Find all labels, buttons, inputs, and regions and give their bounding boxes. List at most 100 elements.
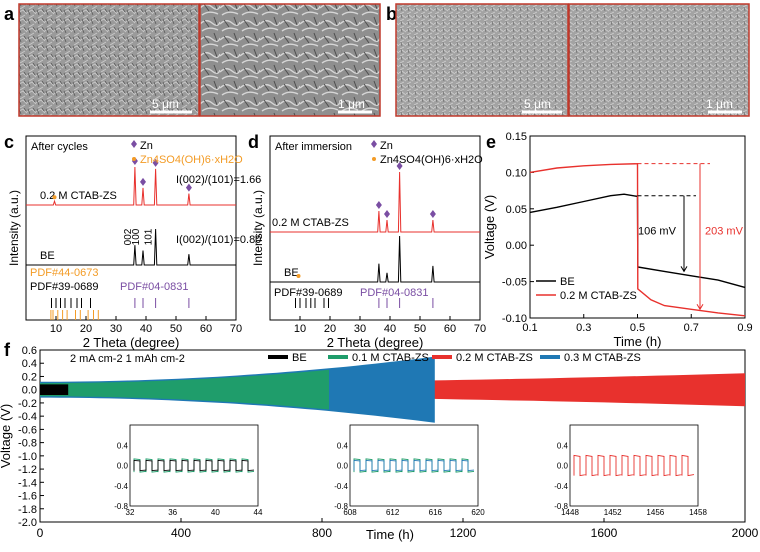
inset: -0.8 -0.4 0.0 0.4 608 612 616 620 [334,424,485,517]
series-band [40,369,329,410]
zn-marker [429,210,436,218]
scale-label-a-left: 5 μm [152,97,179,111]
inset-y-tick-label: 0.0 [117,462,129,471]
plot-frame [269,135,481,321]
series-line [26,166,236,206]
zn-marker [152,158,159,167]
inset-y-tick-label: -0.4 [114,482,128,491]
y-tick-label: -1.4 [18,477,37,489]
x-tick-label: 0.9 [737,322,752,334]
x-axis-label: Time (h) [366,527,414,542]
ratio-label: I(002)/(101)=0.80 [176,234,261,246]
legend-label: 0.1 M CTAB-ZS [352,352,429,364]
panel-a: a 5 μm 1 μm [4,3,381,117]
y-tick-label: 0.6 [22,345,37,357]
legend-label: 0.2 M CTAB-ZS [456,352,533,364]
inset-x-tick-label: 36 [168,508,177,517]
inset-series-line [353,459,475,472]
x-tick-label: 60 [200,323,212,335]
y-tick-label: -0.05 [502,277,527,289]
y-tick-label: -1.0 [18,451,37,463]
y-tick-label: -1.2 [18,464,37,476]
reference-name: PDF#44-0673 [30,267,99,279]
x-axis-label: Time (h) [614,334,662,349]
zsh-marker [296,274,301,278]
scale-label-a-right: 1 μm [338,97,365,111]
x-tick-label: 70 [474,323,486,335]
y-tick-label: -0.8 [18,438,37,450]
y-tick-label: -0.4 [18,411,37,423]
x-tick-label: 60 [444,323,456,335]
x-tick-label: 50 [170,323,182,335]
zn-marker [396,162,403,170]
reference-name: PDF#39-0689 [30,281,99,293]
y-tick-label: 0.05 [506,204,527,216]
legend-zsh-marker [372,157,376,161]
inset: -0.8 -0.4 0.0 0.4 1448 1452 1456 1458 [554,424,707,517]
x-tick-label: 10 [50,323,62,335]
panel-e: e 0.1 0.3 0.5 0.7 0.9-0.10-0.050.000.050.100… [482,131,753,349]
inset-y-tick-label: -0.4 [334,482,348,491]
inset-x-tick-label: 44 [254,508,263,517]
peak-label: 002 [123,228,134,245]
plot-frame [39,349,746,523]
legend-label: 0.3 M CTAB-ZS [564,352,641,364]
series-line [26,228,236,266]
annotation-203: 203 mV [705,225,744,237]
zn-marker [384,210,390,218]
inset-x-tick-label: 1458 [689,508,707,517]
sem-image-b-right [568,3,750,117]
x-tick-label: 70 [230,323,242,335]
inset-y-tick-label: 0.0 [557,462,569,471]
series-line [270,171,480,233]
inset-x-tick-label: 608 [343,508,357,517]
inset-y-tick-label: 0.4 [337,441,349,450]
xrd-chart-after-immersion: 10 20 30 40 50 60 70 2 Theta (degree) Intensity … [251,135,486,350]
panel-b: b 5 μm 1 μm [386,3,750,117]
inset-x-tick-label: 1452 [604,508,622,517]
x-tick-label: 2000 [732,526,759,540]
inset-x-tick-label: 32 [126,508,135,517]
inset-series-line [573,454,695,477]
y-tick-label: -2.0 [18,517,37,529]
plot-frame [25,135,237,321]
xrd-chart-after-cycles: 10 20 30 40 50 60 70 2 Theta (degree) Intensity … [7,135,261,350]
y-axis-label: Intensity (a.u.) [7,190,21,266]
x-tick-label: 0.3 [576,322,591,334]
y-tick-label: 0.15 [506,131,527,143]
x-tick-label: 400 [171,526,191,540]
annotation: After immersion [275,141,352,153]
sem-image-a-left [18,3,200,117]
y-tick-label: 0.00 [506,240,527,252]
scale-label-b-right: 1 μm [706,97,733,111]
zn-marker [375,201,382,209]
panel-label-b: b [386,4,397,24]
legend-label: BE [560,276,575,288]
y-tick-label: -1.6 [18,491,37,503]
series-name: 0.2 M CTAB-ZS [40,190,117,202]
inset-y-tick-label: -0.8 [334,502,348,511]
inset-y-tick-label: -0.4 [554,482,568,491]
arrow-head [680,266,688,273]
series-line [529,162,746,317]
x-axis-label: 2 Theta (degree) [327,335,424,350]
zsh-marker [52,195,57,200]
panel-c: c 10 20 30 40 50 60 70 2 Theta (degree) Intensit… [4,132,261,350]
inset-y-tick-label: -0.8 [554,502,568,511]
x-tick-label: 0.7 [684,322,699,334]
legend-zsh-label: Zn4SO4(OH)6·xH2O [140,154,243,166]
y-tick-label: 0.4 [22,358,37,370]
inset-y-tick-label: -0.8 [114,502,128,511]
annotation-106: 106 mV [638,225,677,237]
panel-label-d: d [248,132,259,152]
y-tick-label: 0.2 [22,371,37,383]
series-line [270,235,480,283]
x-tick-label: 800 [312,526,332,540]
x-tick-label: 0.5 [630,322,645,334]
legend-label: BE [292,352,307,364]
legend-zn-label: Zn [140,140,153,152]
panel-label-e: e [486,132,496,152]
y-axis-label: Voltage (V) [0,404,13,468]
peak-label: 100 [131,228,142,245]
